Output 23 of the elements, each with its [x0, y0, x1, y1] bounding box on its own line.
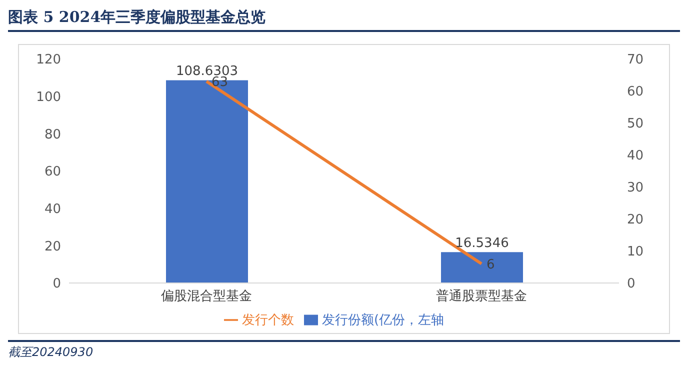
y2-tick-label: 30 — [627, 180, 644, 196]
y-tick-label: 100 — [36, 90, 61, 105]
data-label: 16.5346 — [455, 236, 509, 252]
chart-title: 图表 5 2024年三季度偏股型基金总览 — [8, 8, 680, 32]
y2-tick-label: 70 — [627, 52, 644, 68]
y-tick-label: 0 — [52, 276, 61, 292]
y-tick-label: 60 — [44, 164, 61, 180]
y2-tick-label: 60 — [627, 84, 644, 100]
x-tick-label: 普通股票型基金 — [436, 288, 527, 304]
y-tick-label: 80 — [44, 127, 61, 142]
y2-tick-label: 50 — [627, 116, 644, 132]
text: 截至20240930 — [8, 345, 94, 359]
data-label: 6 — [486, 257, 495, 272]
y2-tick-label: 40 — [627, 148, 644, 164]
y2-tick-label: 20 — [627, 212, 644, 228]
x-tick-label: 偏股混合型基金 — [161, 289, 252, 304]
y-tick-label: 120 — [36, 52, 61, 68]
y-tick-label: 20 — [44, 239, 61, 254]
y2-tick-label: 10 — [627, 244, 644, 260]
y-tick-label: 40 — [44, 202, 61, 217]
legend-label: 发行份额(亿份，左轴 — [322, 313, 444, 328]
y2-tick-label: 0 — [627, 276, 636, 292]
legend-label: 发行个数 — [242, 313, 294, 328]
